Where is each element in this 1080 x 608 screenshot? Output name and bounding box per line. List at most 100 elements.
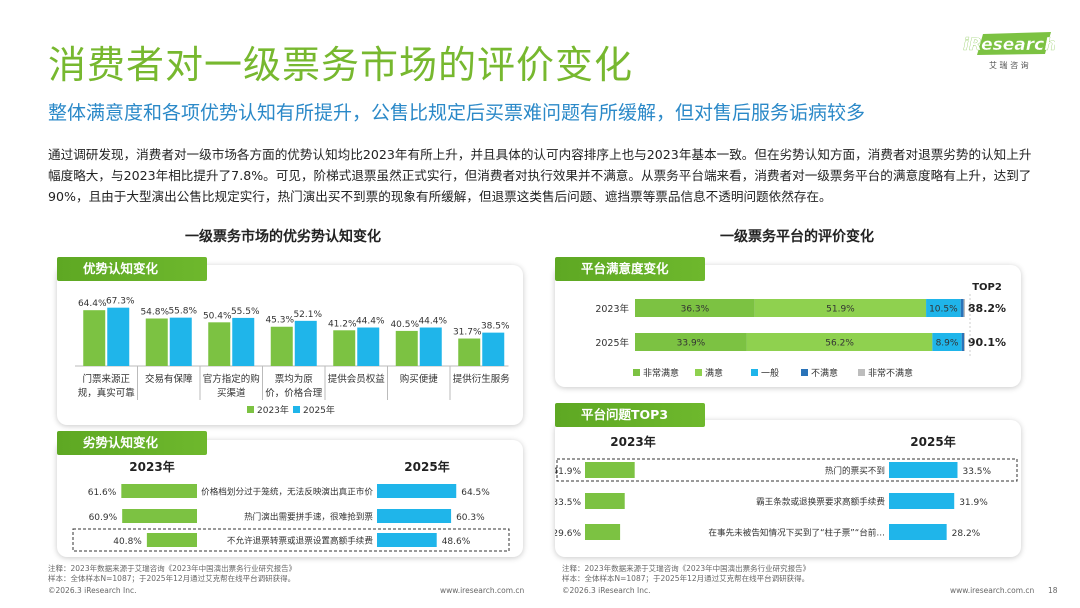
category-label-0: 2023年 xyxy=(595,303,629,315)
bar-2023-1 xyxy=(585,493,625,509)
bar-2023-0 xyxy=(585,462,635,478)
bar-label-2025-1: 31.9% xyxy=(959,498,988,508)
seg-1-0 xyxy=(754,299,927,317)
bar-2023-0 xyxy=(121,484,197,498)
category-label-4-0: 提供会员权益 xyxy=(328,373,386,385)
problem-chart: 2023年 2025年 41.9% 33.5% 热门的票买不到 33.5% 31.9% 霸王条… xyxy=(555,434,1018,540)
category-label-1: 2025年 xyxy=(595,337,629,349)
bar-2025-1 xyxy=(169,317,192,366)
seg-label-0-1: 33.9% xyxy=(677,339,706,349)
advantage-tag: 优势认知变化 xyxy=(57,257,207,281)
page-number: 18 xyxy=(1048,586,1058,595)
footer-copyright-left: ©2026.3 iResearch Inc. xyxy=(48,586,137,595)
legend-label-2025: 2025年 xyxy=(303,404,335,416)
bar-label-2023-1: 60.9% xyxy=(89,513,118,523)
legend-swatch-1 xyxy=(695,369,702,376)
bar-label-2023-2: 50.4% xyxy=(203,311,232,321)
category-label-1-0: 交易有保障 xyxy=(145,373,193,385)
category-label-3-0: 票均为原 xyxy=(275,373,313,385)
bar-2023-2 xyxy=(585,524,621,540)
bar-2025-0 xyxy=(889,462,958,478)
bar-label-2025-1: 55.8% xyxy=(168,307,197,317)
year-label-2025: 2025年 xyxy=(404,459,449,474)
bar-2023-6 xyxy=(458,338,481,366)
year-label-2025: 2025年 xyxy=(910,434,955,449)
seg-0-1 xyxy=(635,333,747,351)
highlight-box-0 xyxy=(556,458,1018,482)
bar-label-2025-2: 48.6% xyxy=(442,537,471,547)
bar-label-2023-4: 41.2% xyxy=(328,319,357,329)
legend-swatch-2025 xyxy=(293,406,300,413)
bar-label-2025-0: 67.3% xyxy=(106,297,135,307)
bar-label-2023-6: 31.7% xyxy=(453,328,482,338)
seg-2-0 xyxy=(926,299,961,317)
bar-label-2025-2: 55.5% xyxy=(231,307,260,317)
bar-label-2025-0: 33.5% xyxy=(962,467,991,477)
summary-paragraph: 通过调研发现，消费者对一级市场各方面的优势认知均比2023年有所上升，并且具体的… xyxy=(48,147,1032,204)
page-title: 消费者对一级票务市场的评价变化 xyxy=(48,43,634,87)
bar-2025-3 xyxy=(294,320,317,366)
seg-label-1-0: 51.9% xyxy=(826,305,855,315)
seg-3-0 xyxy=(960,299,964,317)
category-label-0-0: 门票来源正 xyxy=(82,373,130,385)
category-label-0-1: 规，真实可靠 xyxy=(78,387,136,399)
bar-label-2025-2: 28.2% xyxy=(952,529,981,539)
bar-2025-1 xyxy=(377,509,452,523)
legend-label-2023: 2023年 xyxy=(257,404,289,416)
bar-label-2023-2: 29.6% xyxy=(555,529,581,539)
category-label-0: 价格档划分过于笼统，无法反映演出真正市价 xyxy=(201,486,373,498)
bar-2025-2 xyxy=(889,524,947,540)
legend-swatch-0 xyxy=(633,369,640,376)
bar-label-2025-3: 52.1% xyxy=(293,310,322,320)
legend-label-0: 非常满意 xyxy=(643,367,679,379)
logo-cn-text: 艾 瑞 咨 询 xyxy=(989,60,1029,70)
logo-brand-text: iResearch xyxy=(963,35,1055,55)
category-label-2: 在事先未被告知情况下买到了“柱子票”“台前… xyxy=(708,527,885,539)
iresearch-logo: iResearch 艾 瑞 咨 询 xyxy=(955,28,1056,72)
satisfaction-panel xyxy=(555,265,1021,387)
footer-note-right-2: 样本：全体样本N=1087；于2025年12月通过艾克帮在线平台调研获得。 xyxy=(562,574,810,583)
bar-2025-6 xyxy=(482,332,505,366)
bar-label-2023-0: 61.6% xyxy=(88,488,117,498)
category-label-6-0: 提供衍生服务 xyxy=(453,373,511,385)
seg-label-0-0: 36.3% xyxy=(681,305,710,315)
seg-label-2-0: 10.5% xyxy=(929,305,958,315)
top2-value-0: 88.2% xyxy=(968,302,1006,315)
bar-2023-4 xyxy=(333,330,356,366)
bar-2025-2 xyxy=(232,317,255,366)
bar-2025-1 xyxy=(889,493,955,509)
category-label-5-0: 购买便捷 xyxy=(400,373,439,385)
year-label-2023: 2023年 xyxy=(129,459,174,474)
highlight-box-2 xyxy=(72,528,510,552)
legend-label-4: 非常不满意 xyxy=(868,367,913,379)
legend-label-1: 满意 xyxy=(705,367,723,379)
category-label-1: 热门演出需要拼手速，很难抢到票 xyxy=(244,511,373,523)
seg-3-1 xyxy=(961,333,965,351)
footer-url-left[interactable]: www.iresearch.com.cn xyxy=(440,586,525,595)
bar-2023-0 xyxy=(83,310,106,366)
bar-label-2025-6: 38.5% xyxy=(481,322,510,332)
seg-4-0 xyxy=(963,299,965,317)
seg-1-1 xyxy=(746,333,933,351)
footer-url-right[interactable]: www.iresearch.com.cn xyxy=(950,586,1035,595)
bar-2025-0 xyxy=(377,484,457,498)
disadvantage-panel xyxy=(57,440,523,557)
bar-label-2023-2: 40.8% xyxy=(113,537,142,547)
bar-label-2025-5: 44.4% xyxy=(418,317,447,327)
legend-swatch-4 xyxy=(858,369,865,376)
top2-header: TOP2 xyxy=(972,282,1002,293)
footer-copyright-right: ©2026.3 iResearch Inc. xyxy=(562,586,651,595)
page-subtitle: 整体满意度和各项优势认知有所提升，公售比规定后买票难问题有所缓解，但对售后服务诟… xyxy=(48,102,866,124)
year-label-2023: 2023年 xyxy=(610,434,655,449)
bar-label-2025-0: 64.5% xyxy=(461,488,490,498)
seg-4-1 xyxy=(964,333,965,351)
disadvantage-chart: 2023年 2025年 61.6% 64.5% 价格档划分过于笼统，无法反映演出真正市价… xyxy=(72,459,510,552)
bar-2025-4 xyxy=(357,327,380,366)
top2-value-1: 90.1% xyxy=(968,336,1006,349)
legend-swatch-2 xyxy=(751,369,758,376)
seg-2-1 xyxy=(932,333,962,351)
category-label-2-0: 官方指定的购 xyxy=(203,373,260,385)
legend-label-3: 不满意 xyxy=(811,367,838,379)
category-label-2: 不允许退票转票或退票设置高额手续费 xyxy=(227,535,374,547)
